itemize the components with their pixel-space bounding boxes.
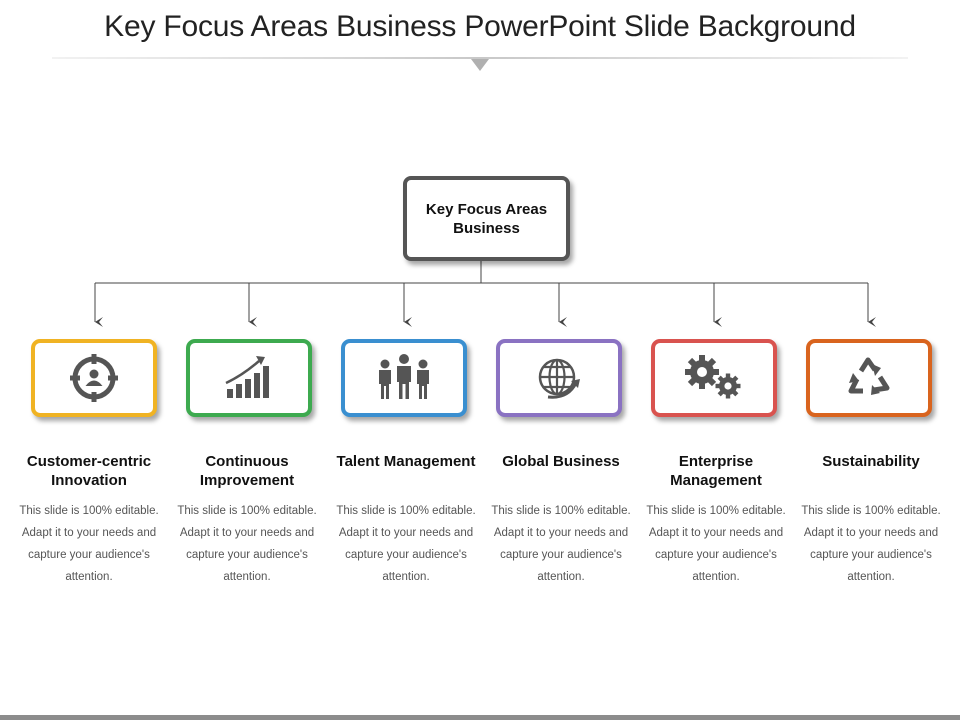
focus-area-label: Continuous Improvement	[199, 453, 295, 489]
focus-area-card-global-business	[496, 339, 622, 417]
focus-area-card-talent-management	[341, 339, 467, 417]
focus-area-card-enterprise-management	[651, 339, 777, 417]
focus-area-label: Customer-centric Innovation	[26, 453, 152, 489]
focus-area-card-customer-centric-innovation	[31, 339, 157, 417]
target-person-icon	[70, 354, 118, 402]
focus-area-label: Enterprise Management	[670, 453, 762, 489]
focus-area-label: Talent Management	[336, 453, 476, 470]
focus-area-description: This slide is 100% editable. Adapt it to…	[646, 505, 786, 583]
recycle-icon	[848, 357, 890, 395]
focus-area-description: This slide is 100% editable. Adapt it to…	[19, 505, 159, 583]
title-divider	[52, 57, 908, 59]
bottom-bar	[0, 715, 960, 720]
focus-area-description: This slide is 100% editable. Adapt it to…	[177, 505, 317, 583]
slide-title: Key Focus Areas Business PowerPoint Slid…	[104, 10, 856, 43]
focus-area-label: Sustainability	[822, 453, 920, 470]
gears-icon	[685, 355, 741, 399]
focus-area-card-sustainability	[806, 339, 932, 417]
globe-arrow-icon	[538, 358, 580, 399]
growth-chart-icon	[225, 356, 269, 398]
people-icon	[379, 354, 429, 399]
root-node-label: Key Focus Areas Business	[425, 200, 548, 237]
focus-area-description: This slide is 100% editable. Adapt it to…	[801, 505, 941, 583]
focus-area-description: This slide is 100% editable. Adapt it to…	[336, 505, 476, 583]
focus-area-label: Global Business	[502, 453, 620, 470]
root-node: Key Focus Areas Business	[403, 176, 570, 261]
focus-area-description: This slide is 100% editable. Adapt it to…	[491, 505, 631, 583]
focus-area-card-continuous-improvement	[186, 339, 312, 417]
title-pointer-triangle	[471, 59, 489, 71]
